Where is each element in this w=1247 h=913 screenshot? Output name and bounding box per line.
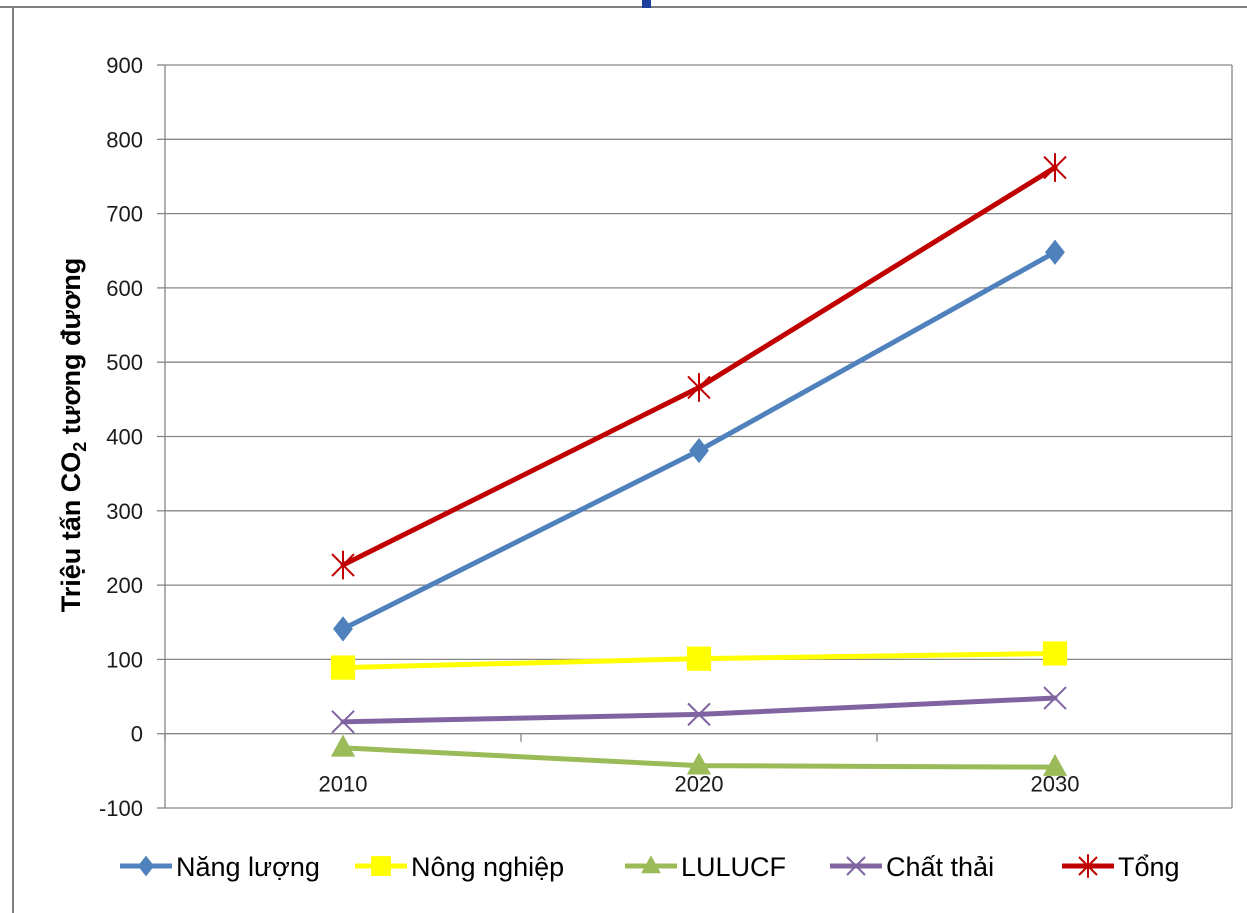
data-point-marker xyxy=(686,752,712,775)
legend-item: Năng lượng xyxy=(120,852,320,882)
y-tick-label: 0 xyxy=(131,722,143,747)
legend-label: Chất thải xyxy=(886,852,994,882)
legend-swatch-marker xyxy=(641,855,661,874)
data-point-marker xyxy=(1043,153,1067,182)
y-tick-label: 900 xyxy=(106,53,143,78)
data-point-marker xyxy=(1043,686,1067,710)
legend: Năng lượng Nông nghiệp LULUCF Chất thải Tổng xyxy=(120,852,1180,882)
y-tick-label: 100 xyxy=(106,647,143,672)
y-tick-label: 200 xyxy=(106,573,143,598)
y-tick-label: 800 xyxy=(106,127,143,152)
x-tick-label: 2010 xyxy=(319,772,368,797)
data-point-marker xyxy=(687,373,711,402)
axis-layer xyxy=(157,64,1233,809)
data-point-marker xyxy=(333,616,353,642)
y-tick-label: 300 xyxy=(106,499,143,524)
y-tick-labels: -100 0 100 200 300 400 500 600 700 800 900 xyxy=(99,53,143,821)
legend-item: Chất thải xyxy=(830,852,994,882)
y-tick-label: 700 xyxy=(106,202,143,227)
series-3 xyxy=(331,686,1067,734)
series-line xyxy=(340,695,1058,725)
data-point-marker xyxy=(1045,239,1065,265)
series-line xyxy=(340,165,1058,568)
y-axis-label: Triệu tấn CO2 tương đương xyxy=(56,258,90,613)
legend-label: Năng lượng xyxy=(176,852,320,882)
legend-swatch-marker xyxy=(1078,854,1098,878)
y-axis-label-subscript: 2 xyxy=(70,442,90,452)
legend-label: LULUCF xyxy=(681,852,786,882)
data-point-marker xyxy=(687,702,711,727)
legend-label: Nông nghiệp xyxy=(411,852,564,882)
data-point-marker xyxy=(1042,753,1068,776)
grid-layer xyxy=(165,64,1232,809)
y-tick-label: -100 xyxy=(99,796,143,821)
data-point-marker xyxy=(330,655,356,680)
legend-item: Tổng xyxy=(1062,852,1180,882)
data-point-marker xyxy=(331,550,355,580)
series-2 xyxy=(330,734,1068,776)
legend-label: Tổng xyxy=(1118,852,1180,882)
series-0 xyxy=(333,239,1065,642)
top-accent-mark xyxy=(642,0,651,8)
data-point-marker xyxy=(331,710,355,734)
series-4 xyxy=(331,153,1067,580)
series-layer xyxy=(330,153,1068,776)
legend-swatch-marker xyxy=(371,856,391,876)
legend-item: Nông nghiệp xyxy=(355,852,564,882)
x-tick-labels: 2010 2020 2030 xyxy=(319,772,1080,797)
y-axis-label-main: Triệu tấn CO xyxy=(56,452,86,613)
legend-swatch-marker xyxy=(137,855,155,877)
data-point-marker xyxy=(1042,641,1068,666)
x-tick-label: 2020 xyxy=(675,772,724,797)
y-tick-label: 400 xyxy=(106,425,143,450)
data-point-marker xyxy=(330,734,356,757)
y-tick-label: 500 xyxy=(106,350,143,375)
y-axis-label-tail: tương đương xyxy=(56,258,86,442)
y-tick-label: 600 xyxy=(106,276,143,301)
data-point-marker xyxy=(686,646,712,671)
data-point-marker xyxy=(689,437,709,464)
legend-item: LULUCF xyxy=(625,852,786,882)
series-1 xyxy=(330,641,1068,680)
legend-swatch-marker xyxy=(846,856,866,876)
